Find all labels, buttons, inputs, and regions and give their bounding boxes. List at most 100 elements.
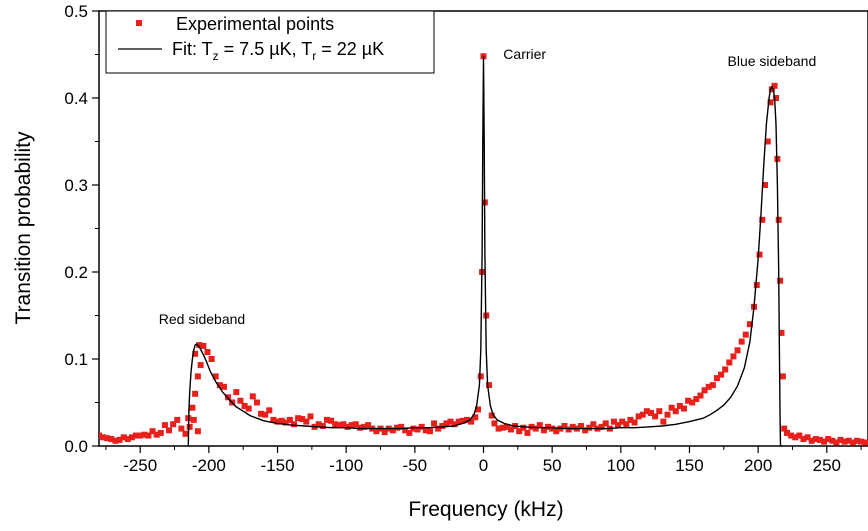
data-point xyxy=(829,437,836,444)
data-point xyxy=(816,436,823,443)
x-tick-label: -150 xyxy=(261,456,295,475)
data-point xyxy=(170,421,177,428)
data-point xyxy=(204,349,211,356)
data-point xyxy=(849,439,856,446)
data-point xyxy=(108,436,115,443)
data-point xyxy=(668,404,675,411)
data-point xyxy=(189,404,196,411)
data-point xyxy=(282,419,289,426)
data-point xyxy=(100,434,107,441)
data-point xyxy=(328,417,335,424)
legend-fit-sub1: z xyxy=(213,49,219,63)
data-point xyxy=(344,423,351,430)
data-point xyxy=(536,422,543,429)
data-point xyxy=(768,86,775,93)
data-point xyxy=(137,432,144,439)
data-point xyxy=(233,389,240,396)
data-point xyxy=(323,416,330,423)
data-point xyxy=(488,412,495,419)
data-point xyxy=(141,431,148,438)
data-point xyxy=(693,396,700,403)
data-point xyxy=(610,418,617,425)
data-point xyxy=(194,428,201,435)
data-point xyxy=(821,438,828,445)
data-point xyxy=(128,434,135,441)
data-point xyxy=(237,397,244,404)
data-point xyxy=(435,425,442,432)
data-point xyxy=(491,420,498,427)
legend-label-points: Experimental points xyxy=(176,14,334,34)
data-point xyxy=(764,138,771,145)
data-point xyxy=(762,182,769,188)
data-point xyxy=(356,424,363,431)
data-point xyxy=(477,373,484,380)
data-point xyxy=(779,373,786,380)
data-point xyxy=(722,366,729,373)
fit-curve-line xyxy=(186,56,783,446)
data-point xyxy=(516,428,523,435)
x-tick-label: -250 xyxy=(123,456,157,475)
data-point xyxy=(854,437,861,444)
data-point xyxy=(220,383,227,390)
data-point xyxy=(262,411,269,418)
data-point xyxy=(426,428,433,435)
data-point xyxy=(286,416,293,423)
data-point xyxy=(295,415,302,422)
data-point xyxy=(153,431,160,438)
data-point xyxy=(499,424,506,431)
data-point xyxy=(812,436,819,443)
data-point xyxy=(540,427,547,434)
data-point xyxy=(565,426,572,433)
legend-fit-end: = 22 µK xyxy=(316,39,384,59)
data-point xyxy=(194,373,201,380)
data-point xyxy=(192,350,199,357)
data-point xyxy=(627,416,634,423)
x-tick-label: -200 xyxy=(192,456,226,475)
data-point xyxy=(373,428,380,435)
data-point xyxy=(800,436,807,443)
data-point xyxy=(381,429,388,436)
data-point xyxy=(157,429,164,436)
data-point xyxy=(833,439,840,446)
data-point xyxy=(507,426,514,433)
data-point xyxy=(468,418,475,425)
x-tick-label: 0 xyxy=(479,456,488,475)
data-point xyxy=(631,419,638,426)
data-point xyxy=(582,427,589,434)
data-point xyxy=(652,413,659,420)
data-point xyxy=(845,437,852,444)
data-point xyxy=(777,277,784,284)
legend: Experimental points Fit: Tz = 7.5 µK, Tr… xyxy=(105,10,435,74)
data-point xyxy=(398,423,405,430)
data-point xyxy=(756,251,763,258)
data-point xyxy=(336,422,343,429)
data-point xyxy=(660,418,667,425)
data-point xyxy=(524,429,531,436)
data-point xyxy=(299,416,306,423)
data-point xyxy=(208,356,215,362)
data-point xyxy=(241,402,248,409)
data-point xyxy=(635,413,642,420)
data-point xyxy=(569,423,576,430)
data-point xyxy=(825,436,832,443)
data-point xyxy=(422,427,429,434)
data-point xyxy=(278,417,285,424)
data-point xyxy=(586,424,593,431)
data-point xyxy=(274,418,281,425)
data-point xyxy=(656,408,663,415)
data-point xyxy=(841,438,848,445)
data-point xyxy=(746,321,753,328)
annotation-label: Red sideband xyxy=(159,311,245,327)
data-point xyxy=(796,432,803,439)
data-point xyxy=(352,421,359,428)
x-tick-label: 150 xyxy=(675,456,703,475)
data-point xyxy=(772,95,779,101)
data-point xyxy=(216,382,223,389)
data-point xyxy=(726,359,733,366)
y-tick-label: 0.3 xyxy=(64,176,88,195)
data-point xyxy=(598,423,605,430)
data-point xyxy=(145,432,152,439)
data-point xyxy=(120,434,127,441)
y-tick-label: 0.0 xyxy=(64,437,88,456)
